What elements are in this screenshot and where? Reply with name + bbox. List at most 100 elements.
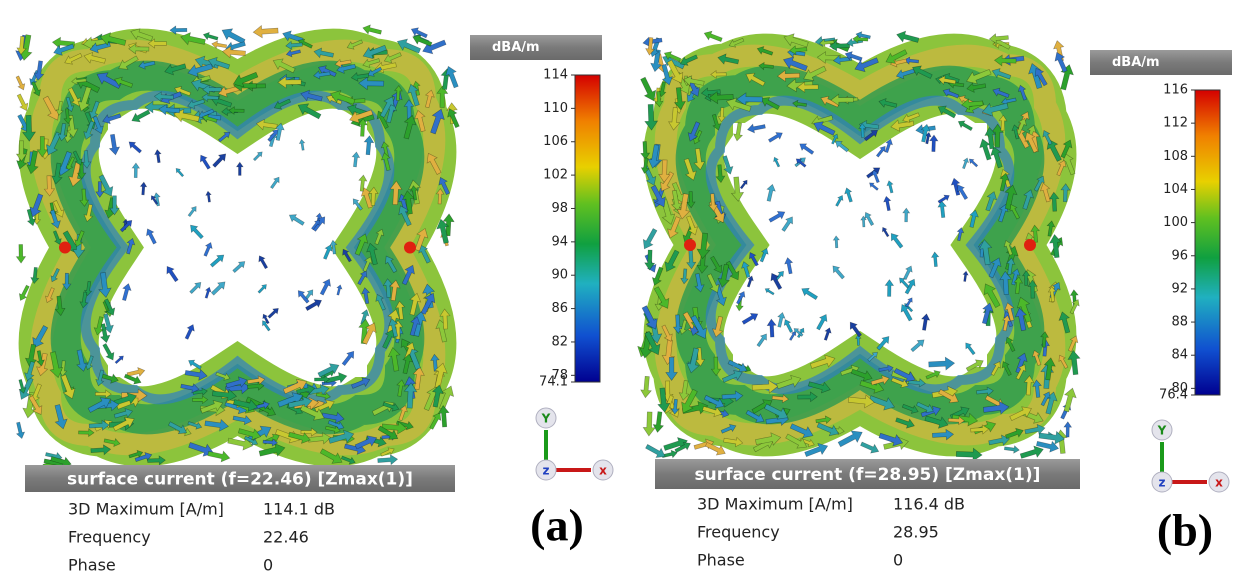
field-arrow	[385, 255, 398, 274]
field-arrow	[674, 441, 691, 453]
field-arrow	[336, 284, 343, 296]
colorbar-tick-label: 106	[543, 134, 568, 149]
field-arrow	[855, 334, 862, 346]
field-arrow	[104, 298, 116, 316]
field-arrow	[257, 284, 267, 294]
field-arrow	[816, 422, 840, 437]
field-arrow	[852, 34, 869, 44]
field-arrow	[329, 239, 338, 255]
axis-label: Y	[1157, 424, 1167, 438]
field-arrow	[1063, 387, 1077, 413]
field-arrow	[389, 279, 401, 302]
field-arrow	[307, 432, 332, 445]
field-arrow	[36, 136, 48, 158]
field-arrow	[438, 385, 455, 411]
field-arrow	[362, 58, 381, 69]
field-arrow	[867, 351, 878, 362]
field-arrow	[273, 98, 292, 110]
field-arrow	[871, 169, 880, 184]
field-arrow	[668, 107, 681, 131]
field-arrow	[205, 190, 212, 203]
field-arrow	[138, 60, 156, 70]
field-arrow	[403, 114, 417, 140]
field-arrow	[801, 287, 819, 300]
field-arrow	[247, 375, 266, 386]
colorbar-header	[1090, 50, 1232, 75]
field-arrow	[1034, 67, 1048, 87]
field-arrow	[1038, 430, 1066, 445]
field-arrow	[703, 394, 725, 409]
field-arrow	[793, 328, 804, 337]
field-arrow	[387, 346, 401, 372]
field-arrow	[882, 226, 890, 238]
field-arrow	[782, 56, 808, 72]
axis-bubble	[1151, 419, 1173, 441]
colorbar-tick-label: 76.4	[1159, 388, 1188, 403]
field-arrow	[895, 417, 915, 429]
field-arrow	[755, 432, 782, 446]
field-arrow	[203, 241, 213, 257]
field-arrow	[1046, 138, 1062, 162]
field-arrow	[863, 130, 878, 142]
field-arrow	[976, 386, 994, 397]
field-arrow	[402, 353, 414, 375]
field-arrow	[232, 414, 252, 426]
field-arrow	[144, 100, 169, 114]
field-arrow	[771, 393, 790, 404]
field-arrow	[204, 286, 212, 299]
panel-label: (a)	[530, 500, 584, 551]
info-value: 28.95	[893, 523, 939, 542]
field-arrow	[957, 120, 973, 132]
field-arrow	[747, 123, 766, 134]
field-arrow	[756, 333, 767, 348]
axis-bubble	[535, 407, 557, 429]
info-value: 22.46	[263, 528, 309, 547]
field-arrow	[187, 63, 214, 78]
field-arrow	[764, 288, 775, 296]
field-arrow	[409, 185, 419, 201]
field-arrow	[50, 209, 61, 229]
field-arrow	[704, 441, 726, 456]
field-arrow	[1022, 189, 1034, 210]
field-arrow	[311, 219, 320, 231]
colorbar-tick-label: 112	[1163, 116, 1188, 131]
field-arrow	[190, 224, 204, 240]
field-arrow	[362, 256, 373, 273]
field-arrow	[985, 191, 998, 212]
field-arrow	[937, 105, 957, 119]
hot-spot	[59, 241, 71, 254]
field-arrow	[81, 150, 92, 169]
field-arrow	[232, 71, 259, 88]
field-arrow	[126, 237, 136, 255]
field-arrow	[437, 405, 450, 428]
field-arrow	[42, 95, 60, 121]
field-arrow	[184, 324, 195, 340]
field-arrow	[1030, 224, 1040, 243]
field-arrow	[992, 87, 1010, 98]
field-arrow	[717, 263, 730, 288]
field-arrow	[380, 152, 391, 171]
field-arrow	[686, 347, 700, 374]
field-arrow	[901, 403, 919, 414]
caption-bar	[655, 459, 1080, 489]
field-arrow	[641, 305, 658, 330]
field-arrow	[237, 428, 262, 441]
field-arrow	[29, 193, 44, 218]
field-arrow	[412, 34, 433, 47]
field-arrow	[147, 455, 166, 466]
field-arrow	[362, 322, 377, 345]
field-arrow	[153, 91, 174, 103]
field-arrow	[902, 112, 920, 123]
field-arrow	[262, 313, 270, 325]
field-arrow	[706, 273, 720, 294]
field-arrow	[858, 122, 867, 138]
field-arrow	[736, 92, 763, 107]
field-arrow	[184, 368, 208, 381]
field-arrow	[640, 141, 651, 160]
field-arrow	[961, 98, 984, 111]
field-arrow	[24, 361, 35, 382]
field-arrow	[327, 420, 345, 431]
field-arrow	[358, 174, 368, 192]
field-arrow	[1056, 159, 1067, 177]
field-arrow	[401, 190, 415, 215]
